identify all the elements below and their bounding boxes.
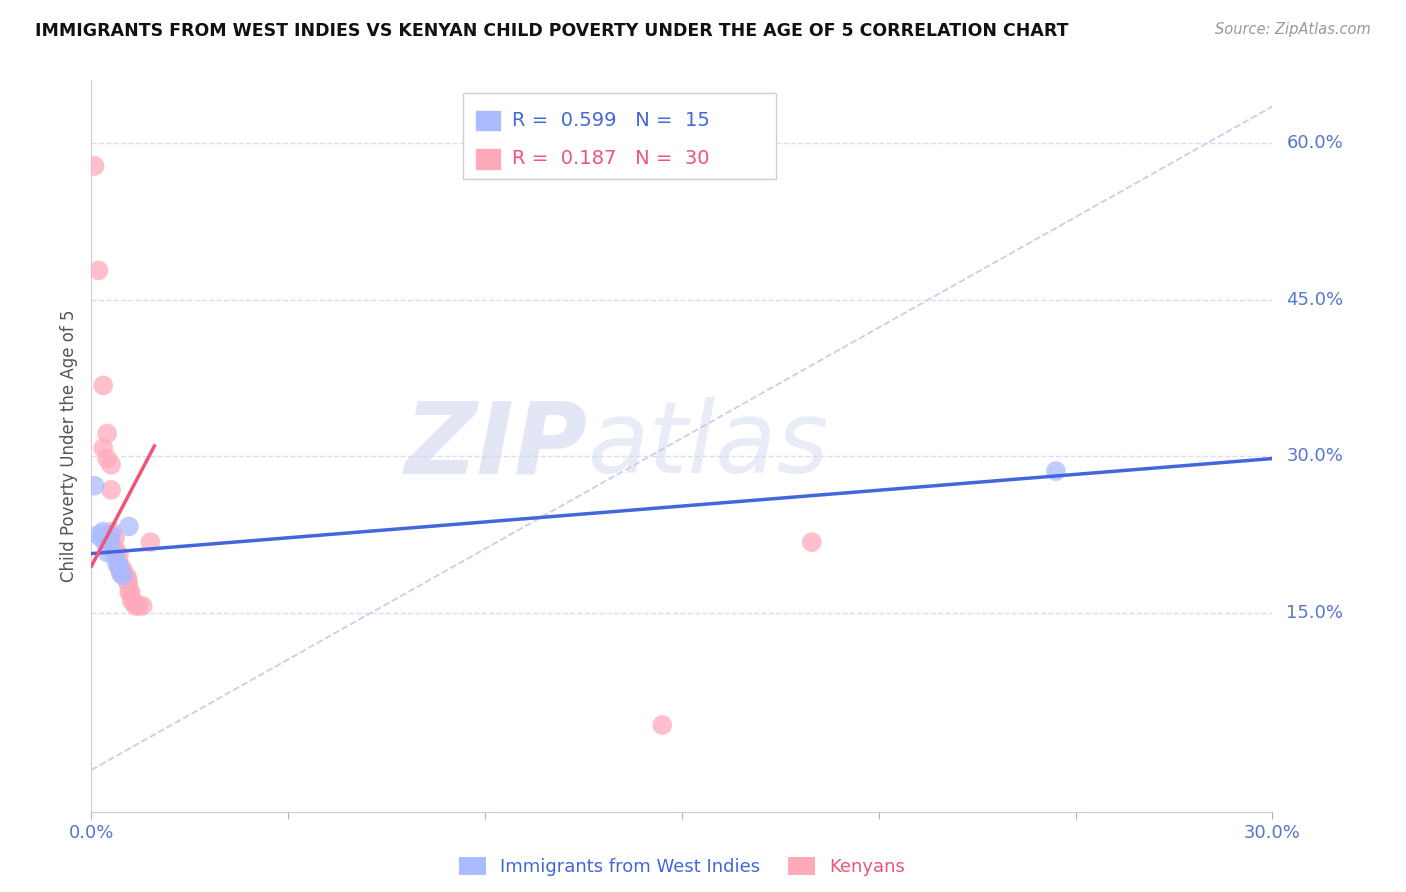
Point bbox=[111, 568, 134, 582]
Point bbox=[110, 566, 132, 581]
Point bbox=[108, 558, 131, 573]
Point bbox=[100, 483, 122, 497]
Point bbox=[98, 535, 121, 549]
FancyBboxPatch shape bbox=[475, 147, 501, 169]
Point bbox=[117, 573, 139, 587]
Text: 45.0%: 45.0% bbox=[1286, 291, 1344, 309]
Text: R =  0.599   N =  15: R = 0.599 N = 15 bbox=[512, 111, 710, 130]
Point bbox=[104, 545, 127, 559]
Point bbox=[1045, 464, 1067, 478]
Text: 30.0%: 30.0% bbox=[1286, 448, 1343, 466]
Point bbox=[115, 569, 138, 583]
Point bbox=[90, 531, 112, 545]
Y-axis label: Child Poverty Under the Age of 5: Child Poverty Under the Age of 5 bbox=[59, 310, 77, 582]
Point bbox=[96, 451, 118, 466]
Point bbox=[101, 524, 124, 539]
Point bbox=[124, 599, 146, 613]
Text: 15.0%: 15.0% bbox=[1286, 604, 1343, 623]
Point bbox=[83, 159, 105, 173]
Point bbox=[104, 541, 127, 556]
Point bbox=[91, 441, 114, 455]
Point bbox=[118, 519, 141, 533]
Point bbox=[108, 562, 131, 576]
Point bbox=[131, 599, 153, 613]
Text: ZIP: ZIP bbox=[405, 398, 588, 494]
Text: 60.0%: 60.0% bbox=[1286, 134, 1343, 152]
Point bbox=[96, 545, 118, 559]
Point bbox=[91, 378, 114, 392]
Text: Source: ZipAtlas.com: Source: ZipAtlas.com bbox=[1215, 22, 1371, 37]
Point bbox=[100, 528, 122, 542]
Point bbox=[83, 479, 105, 493]
Point bbox=[100, 458, 122, 472]
Text: IMMIGRANTS FROM WEST INDIES VS KENYAN CHILD POVERTY UNDER THE AGE OF 5 CORRELATI: IMMIGRANTS FROM WEST INDIES VS KENYAN CH… bbox=[35, 22, 1069, 40]
Text: atlas: atlas bbox=[588, 398, 830, 494]
Point bbox=[651, 718, 673, 732]
Point bbox=[121, 593, 143, 607]
Point bbox=[111, 562, 134, 576]
Text: R =  0.187   N =  30: R = 0.187 N = 30 bbox=[512, 149, 710, 168]
Point bbox=[139, 535, 162, 549]
Point bbox=[91, 524, 114, 539]
Point bbox=[120, 585, 142, 599]
Point bbox=[96, 538, 118, 552]
Point bbox=[104, 549, 127, 563]
Legend: Immigrants from West Indies, Kenyans: Immigrants from West Indies, Kenyans bbox=[449, 846, 915, 887]
Point bbox=[96, 426, 118, 441]
FancyBboxPatch shape bbox=[464, 93, 776, 179]
Point bbox=[128, 599, 150, 613]
Point bbox=[112, 566, 135, 581]
Point bbox=[118, 585, 141, 599]
Point bbox=[87, 528, 110, 542]
Point bbox=[87, 263, 110, 277]
FancyBboxPatch shape bbox=[475, 110, 501, 131]
Point bbox=[108, 548, 131, 562]
Point bbox=[105, 557, 128, 571]
Point bbox=[124, 596, 146, 610]
Point bbox=[800, 535, 823, 549]
Point bbox=[108, 556, 131, 570]
Point bbox=[117, 577, 139, 591]
Point bbox=[104, 531, 127, 545]
